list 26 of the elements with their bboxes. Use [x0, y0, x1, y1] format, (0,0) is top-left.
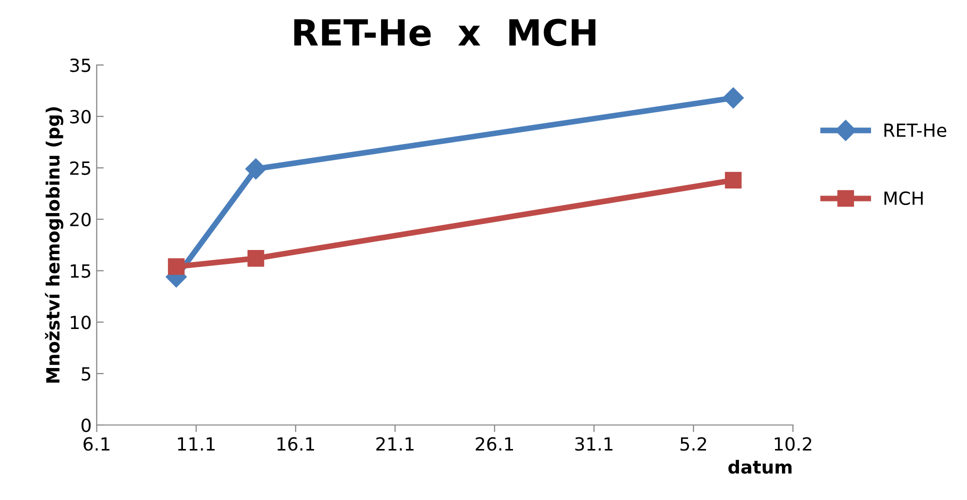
y-tick-label: 15 [70, 264, 90, 278]
point [722, 87, 744, 108]
y-tick-label: 30 [70, 110, 91, 124]
x-tick-label: 21.1 [376, 437, 414, 451]
x-tick-label: 5.2 [680, 437, 706, 451]
x-tick-label: 6.1 [84, 437, 110, 451]
y-tick-label: 20 [70, 212, 91, 226]
point [168, 258, 185, 275]
y-tick-label: 5 [82, 367, 90, 381]
x-tick-label: 16.1 [278, 437, 314, 451]
y-tick-label: 35 [70, 58, 90, 72]
point [248, 250, 264, 267]
x-tick-label: 11.1 [178, 437, 215, 451]
chart-title: RET-He x MCH [294, 18, 596, 46]
x-tick-label: 31.1 [575, 437, 612, 451]
y-tick-label: 10 [70, 316, 91, 330]
point [245, 158, 266, 180]
x-tick-label: 26.1 [476, 437, 513, 451]
y-tick-label: 25 [70, 161, 90, 175]
point [724, 172, 742, 189]
legend-label: RET-He [884, 124, 946, 138]
y-axis-title: Množství hemoglobinu (pg) [44, 107, 64, 383]
legend-label: MCH [884, 191, 923, 206]
x-axis-title: datum [728, 460, 792, 474]
y-tick-label: 0 [82, 418, 91, 432]
x-tick-label: 10.2 [774, 437, 812, 451]
